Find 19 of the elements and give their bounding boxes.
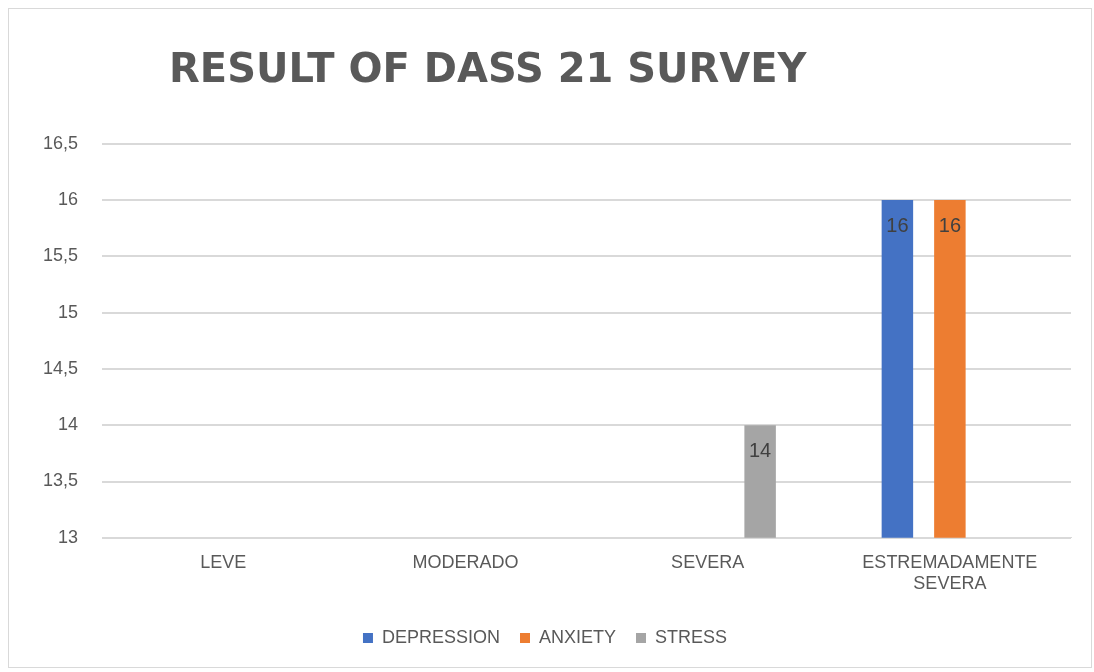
y-tick-label: 15 [58, 301, 79, 322]
data-label: 16 [938, 213, 961, 236]
x-tick-label: ESTREMADAMENTE SEVERA [862, 551, 1038, 594]
data-label: 14 [749, 438, 772, 461]
y-tick-label: 16,5 [42, 132, 79, 153]
legend-label: ANXIETY [539, 626, 617, 647]
x-tick-label: MODERADO [412, 551, 519, 572]
y-tick-label: 14,5 [42, 357, 79, 378]
data-label: 16 [886, 213, 909, 236]
y-tick-label: 15,5 [42, 245, 79, 266]
y-tick-label: 14 [58, 414, 79, 435]
legend-label: STRESS [655, 626, 728, 647]
legend-label: DEPRESSION [381, 626, 500, 647]
x-tick-label: LEVE [200, 551, 247, 572]
x-tick-label: SEVERA [671, 551, 745, 572]
y-tick-label: 16 [58, 189, 79, 210]
y-tick-label: 13,5 [42, 470, 79, 491]
y-tick-label: 13 [58, 526, 79, 547]
chart-title: RESULT OF DASS 21 SURVEY [169, 45, 807, 91]
